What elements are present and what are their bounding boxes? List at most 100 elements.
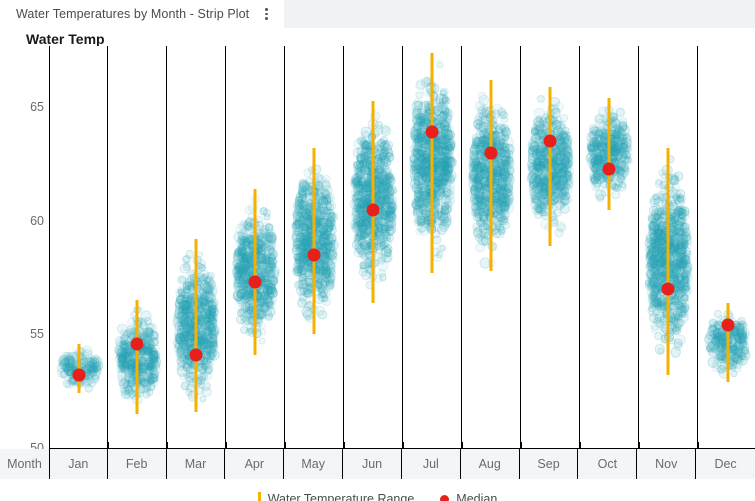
data-point bbox=[386, 174, 395, 183]
median-marker[interactable] bbox=[426, 126, 439, 139]
data-point bbox=[441, 125, 450, 134]
data-point bbox=[183, 254, 191, 262]
data-point bbox=[433, 253, 441, 261]
month-panel bbox=[521, 46, 580, 448]
data-point bbox=[293, 221, 301, 229]
median-marker[interactable] bbox=[72, 369, 85, 382]
data-point bbox=[472, 138, 481, 147]
data-point bbox=[141, 352, 148, 359]
data-point bbox=[298, 292, 307, 301]
data-point bbox=[556, 200, 565, 209]
range-bar[interactable] bbox=[372, 101, 375, 303]
tab-active[interactable]: Water Temperatures by Month - Strip Plot bbox=[0, 0, 284, 28]
data-point bbox=[298, 179, 307, 188]
data-point bbox=[381, 154, 390, 163]
data-point bbox=[496, 181, 504, 189]
data-point bbox=[359, 224, 370, 235]
data-point bbox=[314, 191, 324, 201]
median-marker[interactable] bbox=[367, 203, 380, 216]
median-marker[interactable] bbox=[485, 146, 498, 159]
range-bar[interactable] bbox=[313, 148, 316, 334]
data-point bbox=[267, 248, 278, 259]
data-point bbox=[498, 226, 507, 235]
data-point bbox=[351, 224, 360, 233]
chart-app: Water Temperatures by Month - Strip Plot… bbox=[0, 0, 755, 501]
data-point bbox=[447, 174, 456, 183]
data-point bbox=[182, 360, 193, 371]
data-point bbox=[200, 395, 207, 402]
range-bar[interactable] bbox=[254, 189, 257, 355]
data-point bbox=[553, 116, 562, 125]
data-point bbox=[315, 174, 323, 182]
range-bar[interactable] bbox=[490, 80, 493, 271]
data-point bbox=[209, 304, 218, 313]
median-marker[interactable] bbox=[249, 276, 262, 289]
median-marker[interactable] bbox=[131, 337, 144, 350]
data-point bbox=[256, 304, 264, 312]
data-point bbox=[470, 184, 478, 192]
y-axis-tick-label: 65 bbox=[0, 100, 44, 114]
data-point bbox=[315, 271, 324, 280]
data-point bbox=[186, 306, 194, 314]
month-panel bbox=[49, 46, 108, 448]
month-panel bbox=[226, 46, 285, 448]
data-point bbox=[442, 111, 452, 121]
range-bar[interactable] bbox=[431, 53, 434, 273]
data-point bbox=[469, 172, 479, 182]
data-point bbox=[383, 245, 392, 254]
month-panel bbox=[403, 46, 462, 448]
data-point bbox=[496, 212, 506, 222]
data-point bbox=[326, 225, 334, 233]
data-point bbox=[500, 195, 507, 202]
data-point bbox=[242, 303, 251, 312]
data-point bbox=[264, 269, 274, 279]
data-point bbox=[535, 206, 543, 214]
month-panel bbox=[167, 46, 226, 448]
data-point bbox=[57, 362, 68, 373]
data-point bbox=[207, 353, 215, 361]
range-bar[interactable] bbox=[195, 239, 198, 412]
data-point bbox=[436, 62, 443, 69]
data-point bbox=[380, 212, 389, 221]
range-bar[interactable] bbox=[136, 300, 139, 414]
data-point bbox=[206, 272, 215, 281]
y-axis-tick-label: 60 bbox=[0, 214, 44, 228]
data-point bbox=[558, 158, 566, 166]
data-point bbox=[412, 149, 423, 160]
data-point bbox=[478, 92, 487, 101]
data-point bbox=[537, 95, 545, 103]
data-point bbox=[301, 236, 311, 246]
data-point bbox=[256, 295, 264, 303]
data-point bbox=[472, 207, 481, 216]
plot-area: 50 55 60 65 Month Jan Feb Mar Apr May Jun Jul Aug S… bbox=[0, 46, 755, 501]
data-point bbox=[505, 174, 515, 184]
data-point bbox=[478, 235, 489, 246]
month-panel bbox=[344, 46, 403, 448]
data-point bbox=[318, 310, 327, 319]
data-point bbox=[94, 364, 102, 372]
data-point bbox=[176, 294, 186, 304]
data-point bbox=[147, 376, 155, 384]
data-point bbox=[470, 153, 479, 162]
month-panel bbox=[462, 46, 521, 448]
data-point bbox=[267, 285, 277, 295]
data-point bbox=[329, 241, 337, 249]
data-point bbox=[322, 297, 330, 305]
data-point bbox=[421, 173, 429, 181]
data-point bbox=[260, 328, 267, 335]
kebab-menu-icon[interactable] bbox=[257, 3, 275, 25]
data-point bbox=[147, 360, 155, 368]
data-point bbox=[374, 275, 382, 283]
data-point bbox=[242, 316, 251, 325]
chart-title: Water Temp bbox=[26, 31, 105, 47]
data-point bbox=[320, 288, 330, 298]
median-marker[interactable] bbox=[190, 348, 203, 361]
data-point bbox=[443, 217, 452, 226]
data-point bbox=[81, 346, 92, 357]
tab-bar: Water Temperatures by Month - Strip Plot bbox=[0, 0, 755, 28]
data-point bbox=[413, 207, 424, 218]
month-panels bbox=[49, 46, 755, 448]
data-point bbox=[259, 337, 266, 344]
month-panel bbox=[108, 46, 167, 448]
median-marker[interactable] bbox=[308, 248, 321, 261]
